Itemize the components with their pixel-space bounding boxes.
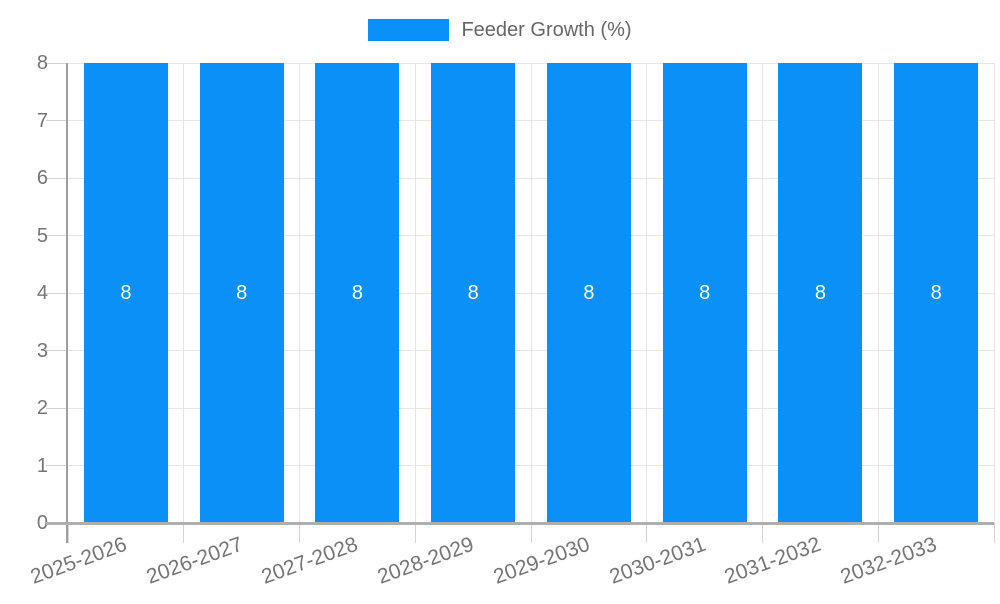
- y-axis-line: [66, 63, 68, 543]
- v-gridline: [414, 63, 416, 523]
- y-tick-label: 3: [36, 339, 48, 362]
- y-tick-label: 0: [36, 512, 48, 534]
- y-tick-label: 4: [36, 282, 48, 304]
- y-tick-label: 7: [36, 109, 48, 132]
- y-tick-label: 1: [36, 454, 48, 477]
- x-tick-mark: [530, 523, 532, 543]
- y-tick-label: 6: [36, 167, 48, 189]
- y-tick-label: 2: [36, 397, 48, 419]
- x-tick-label: 2031-2032: [721, 532, 825, 589]
- bar[interactable]: 8: [83, 63, 168, 523]
- bar[interactable]: 8: [662, 63, 747, 523]
- x-tick-mark: [993, 523, 995, 543]
- x-tick-label: 2028-2029: [374, 532, 477, 589]
- y-tick-label: 8: [36, 52, 48, 74]
- y-tick-mark: [46, 465, 68, 466]
- bar-value-label: 8: [467, 282, 479, 304]
- y-tick-mark: [46, 120, 68, 121]
- y-tick-mark: [46, 407, 68, 409]
- x-tick-label: 2032-2033: [837, 532, 940, 589]
- x-tick-mark: [299, 523, 300, 543]
- bar[interactable]: 8: [778, 63, 863, 523]
- bar[interactable]: 8: [431, 63, 516, 523]
- bar-value-label: 8: [583, 282, 595, 304]
- bar[interactable]: 8: [199, 63, 284, 523]
- y-tick-mark: [46, 177, 68, 179]
- x-tick-mark: [877, 523, 879, 543]
- y-tick-mark: [46, 62, 68, 64]
- v-gridline: [530, 63, 532, 523]
- x-tick-mark: [762, 523, 763, 543]
- legend-label: Feeder Growth (%): [461, 19, 632, 41]
- bar[interactable]: 8: [315, 63, 400, 523]
- v-gridline: [299, 63, 300, 523]
- bar-value-label: 8: [236, 282, 248, 304]
- x-tick-mark: [67, 523, 69, 543]
- x-tick-label: 2029-2030: [490, 532, 593, 589]
- v-gridline: [646, 63, 648, 523]
- y-tick-label: 5: [36, 224, 48, 247]
- bar[interactable]: 8: [546, 63, 631, 523]
- bar-value-label: 8: [699, 282, 711, 304]
- bar-value-label: 8: [814, 282, 826, 304]
- bar-value-label: 8: [351, 282, 363, 304]
- legend-item[interactable]: Feeder Growth (%): [0, 17, 1000, 43]
- x-tick-mark: [646, 523, 648, 543]
- v-gridline: [183, 63, 185, 523]
- x-tick-mark: [183, 523, 185, 543]
- bar[interactable]: 8: [894, 63, 979, 523]
- x-tick-mark: [414, 523, 416, 543]
- v-gridline: [877, 63, 879, 523]
- bar-value-label: 8: [120, 282, 132, 304]
- v-gridline: [762, 63, 763, 523]
- x-tick-label: 2027-2028: [258, 532, 362, 589]
- y-tick-mark: [46, 235, 68, 236]
- y-tick-mark: [46, 350, 68, 351]
- v-gridline: [993, 63, 995, 523]
- legend-swatch: [368, 19, 450, 41]
- y-tick-mark: [46, 292, 68, 294]
- bar-value-label: 8: [930, 282, 942, 304]
- x-axis-line: [46, 521, 994, 525]
